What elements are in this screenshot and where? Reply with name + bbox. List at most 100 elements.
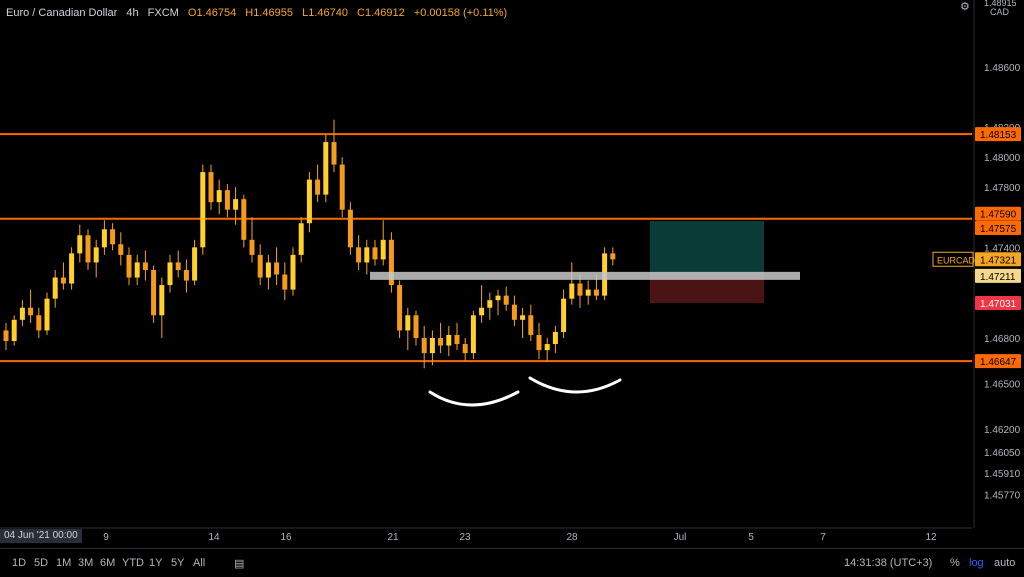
badge-bg [975, 206, 1021, 221]
candle [528, 304, 534, 342]
timeframe-5y[interactable]: 5Y [171, 557, 185, 569]
timeframe-ytd[interactable]: YTD [122, 557, 144, 569]
candle-body [331, 142, 337, 165]
timeframe-5d[interactable]: 5D [34, 557, 49, 569]
candle-body [69, 253, 75, 284]
candle [200, 164, 206, 255]
candle [569, 262, 575, 305]
candle [208, 164, 214, 210]
candle [462, 337, 468, 361]
candle [429, 330, 435, 366]
candle [421, 325, 427, 369]
candle-body [282, 274, 288, 290]
bottom-curve-right[interactable] [528, 376, 622, 394]
candle [315, 164, 321, 203]
interval-label[interactable]: 4h [126, 7, 139, 19]
candle-body [60, 277, 66, 284]
price-badge-resistance[interactable]: 1.47590 [975, 206, 1021, 221]
candle-body [233, 199, 239, 210]
candle-body [3, 330, 9, 342]
candle-body [487, 300, 493, 308]
candle-body [593, 289, 599, 296]
low-value: L1.46740 [302, 7, 348, 19]
candle [192, 239, 198, 286]
price-badge-target[interactable]: 1.47575 [975, 220, 1021, 235]
timeframe-3m[interactable]: 3M [78, 557, 94, 569]
candle-body [110, 229, 116, 245]
timeframe-all[interactable]: All [193, 557, 206, 569]
badge-bg [975, 127, 1021, 142]
candle-body [315, 179, 321, 195]
candle [413, 310, 419, 346]
candle [339, 157, 345, 218]
log-toggle[interactable]: log [969, 557, 984, 569]
price-badge-last[interactable]: 1.47321 EURCAD [932, 251, 1021, 267]
badge-label: 1.48153 [980, 130, 1017, 141]
pivot-zone-band[interactable] [370, 271, 800, 280]
candle-body [610, 253, 616, 260]
candle-body [561, 298, 567, 332]
candle-body [142, 262, 148, 270]
y-tick-label: 1.45910 [984, 469, 1021, 480]
symbol-legend: Euro / Canadian Dollar 4h FXCM O1.46754 … [6, 7, 513, 19]
y-tick-label: 1.46200 [984, 425, 1021, 436]
settings-gear-icon[interactable]: ⚙ [960, 1, 970, 13]
candle-body [429, 337, 435, 354]
candle-body [413, 315, 419, 338]
auto-toggle[interactable]: auto [994, 557, 1016, 569]
candle [495, 289, 501, 316]
price-badge-resistance[interactable]: 1.48153 [975, 127, 1021, 141]
price-badge-entry[interactable]: 1.47211 [975, 268, 1021, 283]
candle [167, 254, 173, 293]
candle-body [77, 235, 83, 254]
candle [290, 247, 296, 296]
price-badge-stop[interactable]: 1.47031 [975, 296, 1021, 311]
candle-body [183, 269, 189, 281]
percent-toggle[interactable]: % [950, 557, 960, 569]
candle-body [167, 262, 173, 286]
candle-body [552, 331, 558, 345]
currency-label: CAD [990, 7, 1010, 17]
candle-body [544, 344, 550, 351]
x-tick-label: 23 [459, 532, 471, 543]
candle [372, 239, 378, 266]
candle [142, 250, 148, 281]
candle [356, 235, 362, 270]
badge-label: 1.47321 [980, 255, 1017, 266]
candle-body [85, 235, 91, 263]
candle-body [36, 315, 42, 331]
candle [544, 337, 550, 361]
timeframe-1y[interactable]: 1Y [149, 557, 163, 569]
timeframe-1d[interactable]: 1D [12, 557, 27, 569]
candle [298, 217, 304, 263]
candle [134, 254, 140, 286]
date-range-icon[interactable]: ▤ [234, 558, 245, 570]
candle-body [470, 315, 476, 354]
x-tick-label: 28 [566, 532, 578, 543]
candle-body [19, 307, 25, 320]
timeframe-6m[interactable]: 6M [100, 557, 116, 569]
bottom-curve-left[interactable] [428, 390, 520, 407]
timeframe-1m[interactable]: 1M [56, 557, 72, 569]
candle-body [200, 172, 206, 248]
candle [405, 307, 411, 351]
y-tick-label: 1.47800 [984, 183, 1021, 194]
price-chart[interactable]: 1.486001.482001.480001.478001.474001.468… [0, 0, 1024, 548]
price-badge-support[interactable]: 1.46647 [975, 354, 1021, 369]
candle [126, 247, 132, 286]
candle-body [101, 229, 107, 248]
x-tick-label: 5 [748, 532, 754, 543]
candle [3, 322, 9, 351]
candle [487, 292, 493, 320]
candle-body [388, 239, 394, 286]
candle [388, 232, 394, 293]
candle-body [208, 172, 214, 203]
candle-body [397, 285, 403, 331]
badge-label: 1.46647 [980, 357, 1017, 368]
stop-loss-zone[interactable] [650, 275, 764, 304]
profit-target-zone[interactable] [650, 220, 764, 276]
x-tick-label: 9 [103, 532, 109, 543]
candle [265, 254, 271, 290]
badge-label: 1.47211 [980, 272, 1016, 283]
